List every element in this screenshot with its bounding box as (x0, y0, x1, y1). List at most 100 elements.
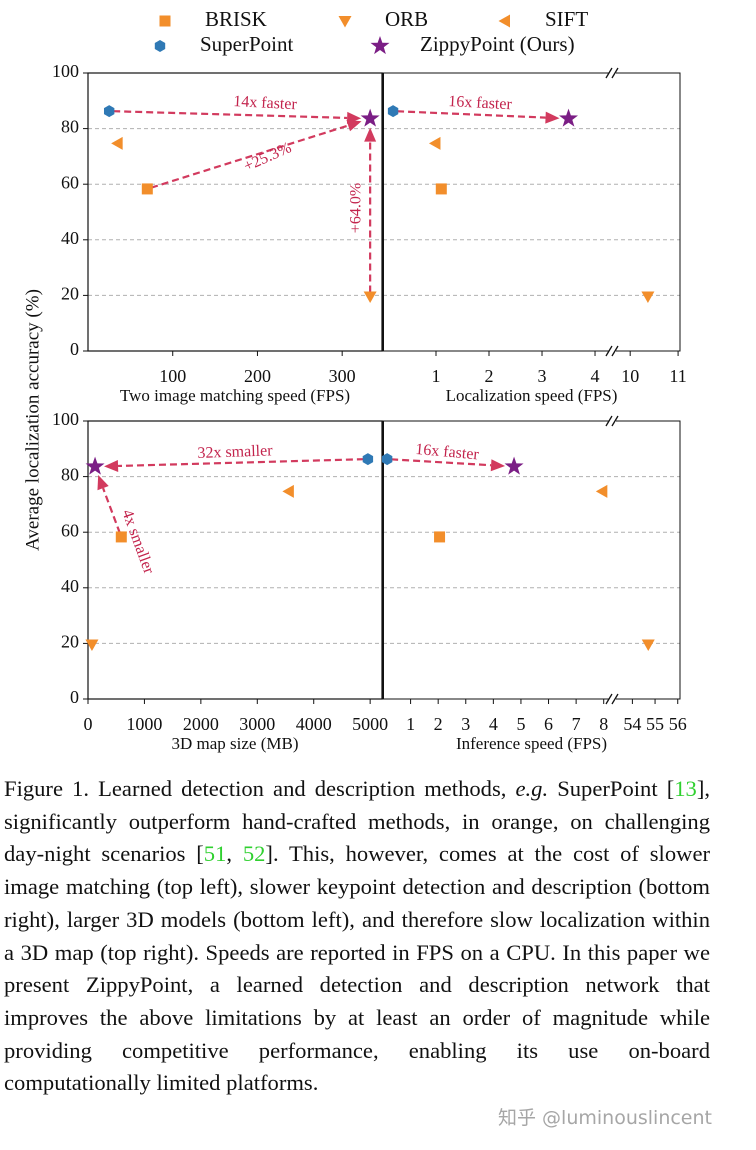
y-tick-label: 40 (61, 576, 79, 596)
y-tick-label: 20 (61, 284, 79, 304)
x-axis-label: Localization speed (FPS) (446, 386, 618, 405)
legend-marker (338, 16, 352, 28)
plot-frame (87, 420, 383, 700)
arrow (113, 110, 348, 120)
axis-break-gap (608, 419, 616, 423)
axis-break (611, 415, 619, 427)
arrow-head (364, 127, 377, 142)
y-axis-label: Average localization accuracy (%) (22, 289, 43, 551)
axis-break (605, 693, 613, 705)
x-tick-label: 1 (406, 714, 415, 734)
y-tick-label: 0 (70, 339, 79, 359)
arrow (102, 487, 121, 534)
arrow-head (346, 119, 362, 132)
axis-break (611, 345, 619, 357)
axis-break-gap (608, 349, 616, 353)
legend-label: SIFT (545, 7, 588, 31)
caption: Figure 1. Learned detection and descript… (4, 773, 710, 1100)
x-tick-label: 54 (623, 714, 641, 734)
x-tick-label: 4 (591, 366, 600, 386)
arrow (150, 124, 349, 189)
point (363, 291, 377, 304)
arrow-head (97, 475, 109, 491)
legend-label: BRISK (205, 7, 267, 31)
x-tick-label: 4 (489, 714, 498, 734)
watermark: 知乎 @luminouslincent (498, 1103, 712, 1130)
y-tick-label: 80 (61, 117, 79, 137)
x-tick-label: 10 (621, 366, 639, 386)
figure: Average localization accuracy (%) BRISK O… (22, 7, 687, 753)
caption-text: SuperPoint [ (548, 776, 675, 801)
annotation: +25.3% (241, 139, 294, 175)
caption-text: ], significantly outperform hand-crafted… (4, 776, 711, 867)
axis-break-gap (608, 697, 616, 701)
point (387, 105, 399, 118)
y-tick-label: 100 (52, 61, 79, 81)
annotation: 16x faster (448, 93, 513, 113)
point (641, 291, 655, 304)
point (435, 183, 447, 195)
arrow (397, 110, 546, 119)
point (641, 639, 655, 652)
x-tick-label: 300 (329, 366, 356, 386)
y-tick-label: 100 (52, 409, 79, 429)
point (559, 108, 579, 127)
caption-text: 52 (242, 841, 266, 867)
y-tick-label: 60 (61, 172, 79, 192)
plot-frame (382, 72, 681, 352)
plot-frame (382, 420, 681, 700)
x-tick-label: 1000 (126, 714, 162, 734)
x-tick-label: 0 (84, 714, 93, 734)
x-tick-label: 5 (516, 714, 525, 734)
point (504, 456, 524, 475)
x-tick-label: 11 (669, 366, 686, 386)
x-tick-label: 4000 (296, 714, 332, 734)
x-tick-label: 2 (434, 714, 443, 734)
x-tick-label: 100 (159, 366, 186, 386)
legend-label: ORB (385, 7, 428, 31)
annotation: 32x smaller (197, 442, 273, 462)
x-tick-label: 2000 (183, 714, 219, 734)
annotation: 16x faster (415, 441, 480, 464)
x-tick-label: 56 (669, 714, 687, 734)
legend-marker (154, 40, 166, 52)
point (85, 456, 105, 475)
point (360, 108, 380, 127)
axis-break (605, 345, 613, 357)
y-tick-label: 60 (61, 520, 79, 540)
legend-marker (498, 14, 510, 28)
point (103, 105, 115, 118)
point (85, 639, 99, 652)
point (595, 484, 608, 498)
caption-text: Figure 1. Learned detection and descript… (4, 776, 516, 801)
axis-break (611, 67, 619, 79)
axis-break (605, 67, 613, 79)
y-tick-label: 40 (61, 228, 79, 248)
arrow-head (490, 459, 506, 472)
axis-break (605, 415, 613, 427)
annotation: 14x faster (233, 93, 298, 113)
point (428, 136, 441, 150)
x-tick-label: 7 (572, 714, 581, 734)
y-tick-label: 0 (70, 687, 79, 707)
x-axis-label: 3D map size (MB) (171, 734, 298, 753)
arrow-head (545, 111, 560, 124)
x-tick-label: 2 (485, 366, 494, 386)
arrow (118, 458, 364, 468)
caption-text: ]. This, however, comes at the cost of s… (4, 841, 710, 1096)
x-tick-label: 6 (544, 714, 553, 734)
y-tick-label: 80 (61, 465, 79, 485)
x-axis-label: Inference speed (FPS) (456, 734, 607, 753)
point (434, 531, 446, 543)
point (141, 183, 153, 195)
legend-marker (370, 36, 390, 55)
caption-text: 13 (674, 776, 697, 801)
x-tick-label: 5000 (352, 714, 388, 734)
point (115, 531, 127, 543)
y-tick-label: 20 (61, 632, 79, 652)
caption-text: , (226, 841, 243, 867)
x-tick-label: 8 (599, 714, 608, 734)
legend-label: SuperPoint (200, 32, 294, 56)
axis-break-gap (608, 71, 616, 75)
arrow-head (104, 459, 119, 472)
